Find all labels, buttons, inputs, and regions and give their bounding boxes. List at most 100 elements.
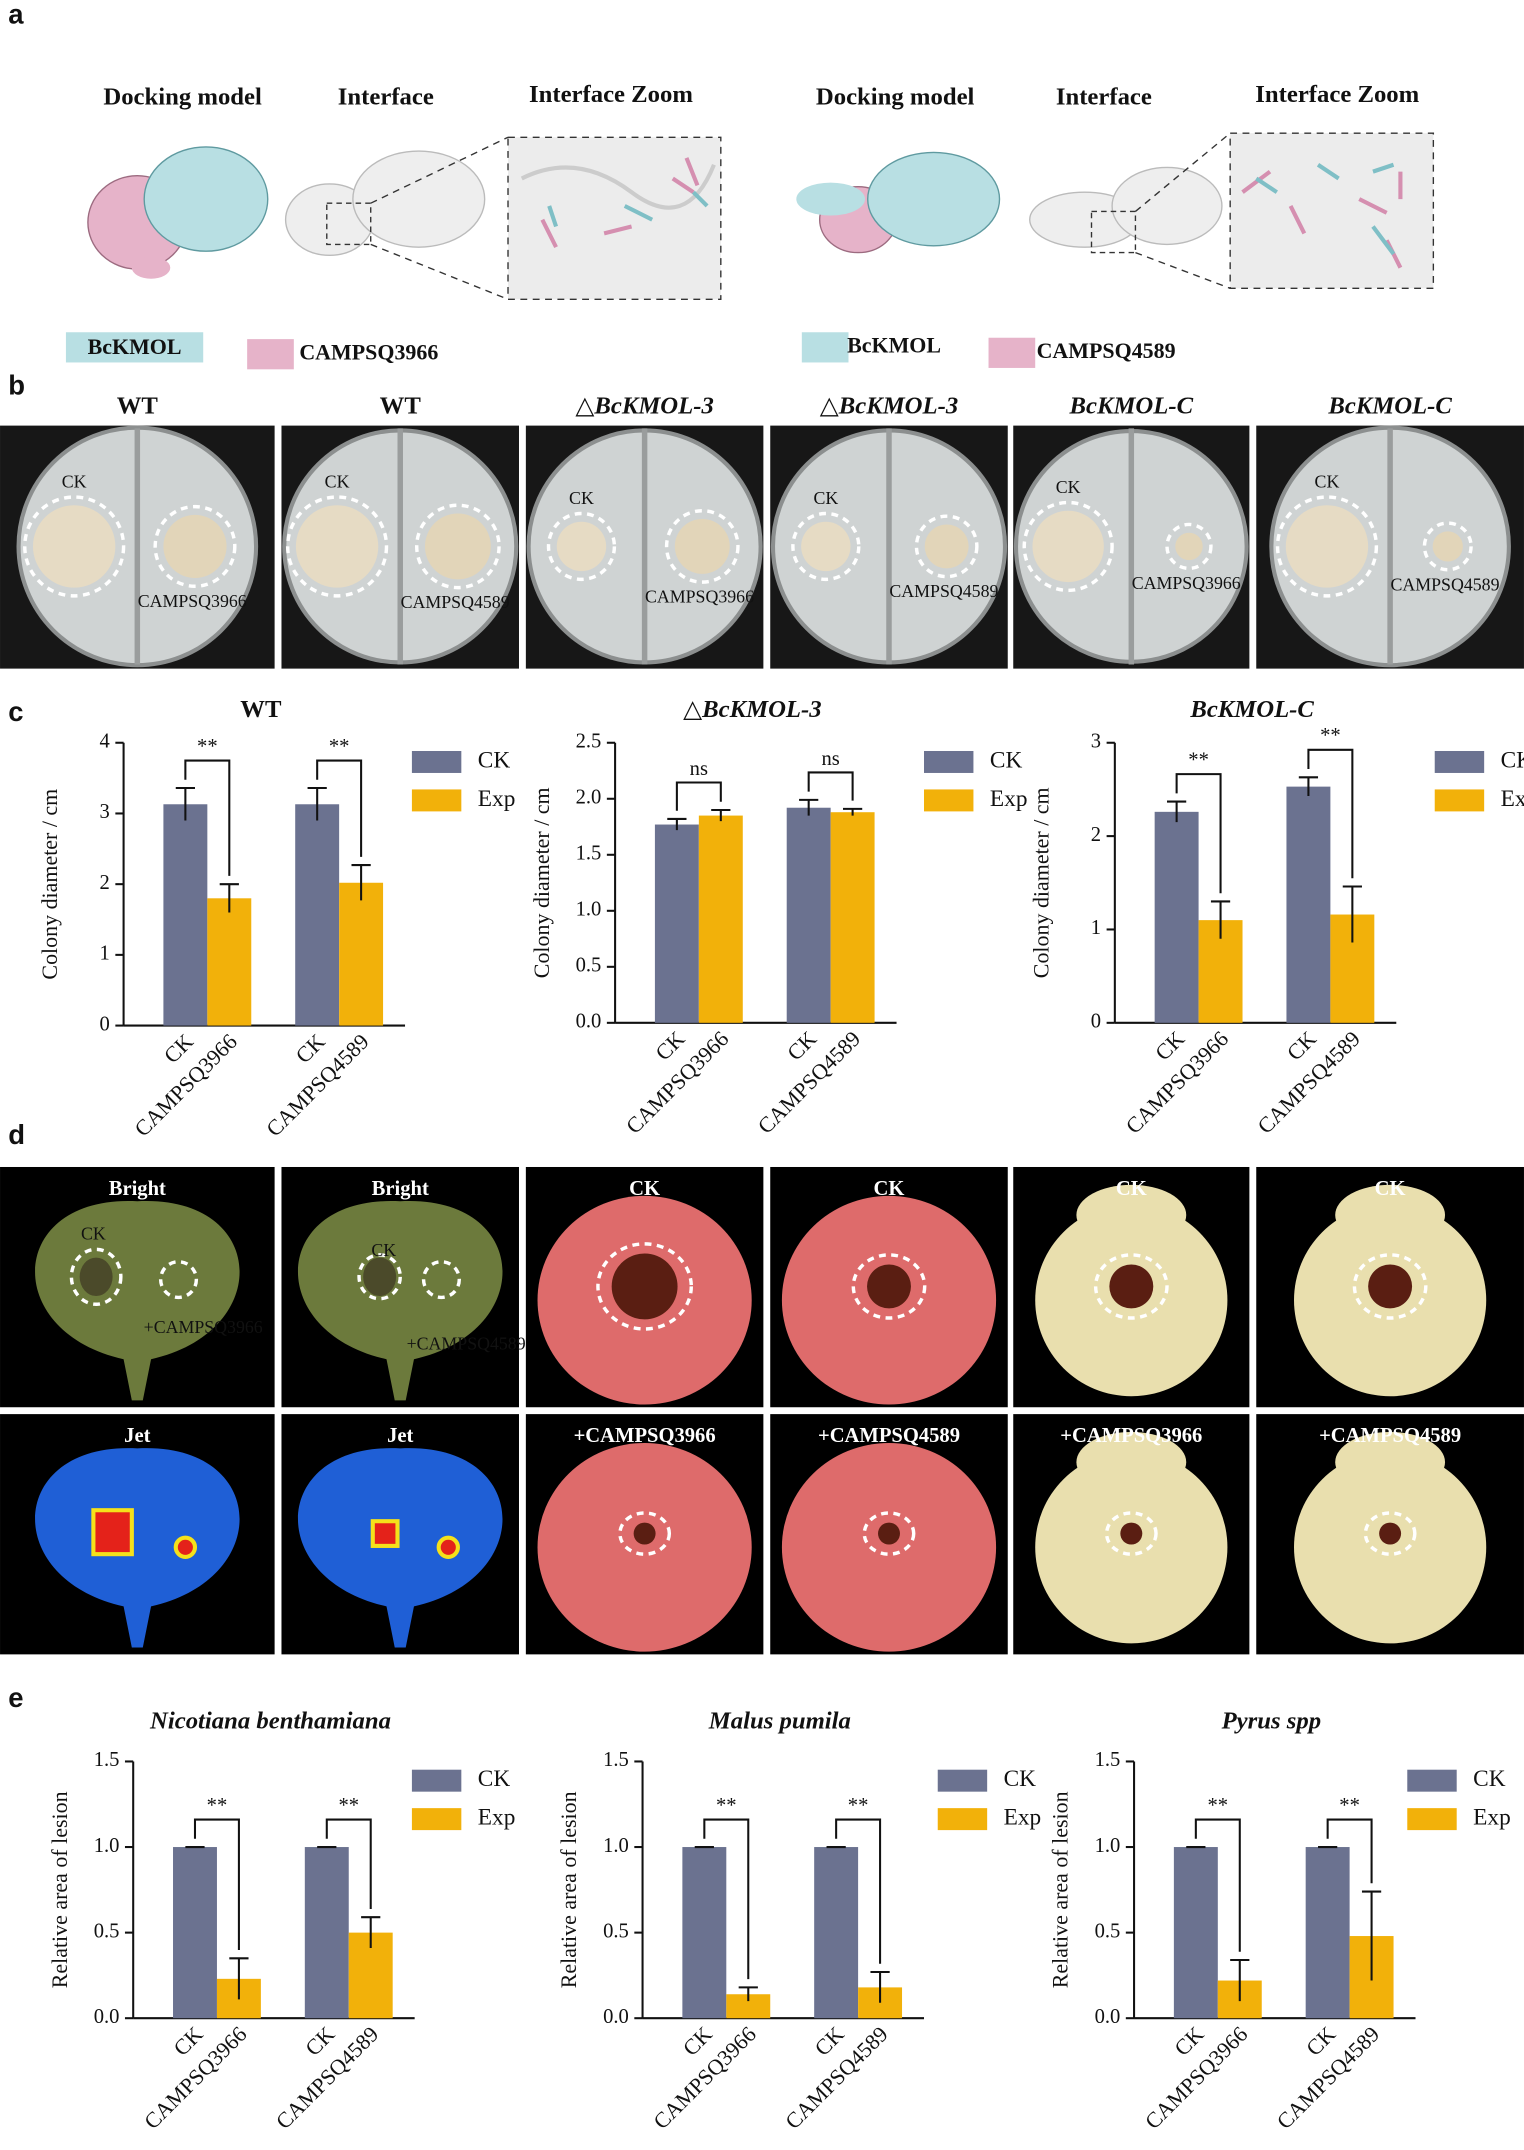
photo-title: +CAMPSQ4589 (818, 1425, 960, 1447)
photo-title: CK (874, 1178, 905, 1200)
error-bar (799, 798, 819, 816)
significance-label: ns (690, 758, 708, 780)
leaf-label: CK (81, 1224, 106, 1244)
plate-label: CAMPSQ4589 (1391, 574, 1500, 594)
interface-model (1029, 132, 1435, 290)
error-bar (1230, 1958, 1250, 2002)
bar (726, 1994, 771, 2019)
significance-bracket (703, 1818, 750, 1980)
error-bar (1167, 800, 1187, 823)
legend-swatch (1434, 750, 1485, 773)
lesion-outline (357, 1253, 402, 1301)
y-tick-label: 1.5 (94, 1749, 120, 1771)
plate-label: CK (569, 488, 594, 508)
legend-label: BcKMOL (88, 334, 182, 359)
y-tick-label: 3 (100, 801, 110, 823)
bar (814, 1847, 859, 2019)
lesion (370, 1519, 400, 1548)
significance-bracket (184, 759, 231, 876)
lesion-outline (1093, 1253, 1169, 1320)
leaf (297, 1201, 503, 1401)
plate-label: CK (813, 488, 838, 508)
apple (781, 1442, 997, 1652)
legend-swatch (65, 332, 204, 363)
lesion (1379, 1522, 1402, 1545)
bar (1286, 786, 1331, 1023)
colony-outline (914, 514, 979, 579)
photo-title: CK (1116, 1178, 1147, 1200)
y-tick-label: 0.0 (94, 2006, 120, 2028)
legend-swatch (411, 1769, 462, 1792)
colony-outline (414, 503, 501, 590)
header: Interface Zoom (1255, 81, 1419, 108)
pear-top (1076, 1184, 1187, 1246)
error-bar (1298, 776, 1319, 796)
colony-outline (791, 511, 861, 582)
header: Interface (338, 84, 434, 111)
legend-label: CK (478, 1766, 511, 1792)
significance-label: ** (1208, 1795, 1229, 1817)
significance-label: ** (848, 1795, 869, 1817)
error-bar (667, 817, 687, 831)
colony-outline (285, 495, 389, 598)
colony (674, 518, 730, 574)
significance-bracket (807, 771, 854, 801)
lesion (611, 1253, 678, 1320)
docking-model (87, 146, 269, 279)
colony (556, 521, 607, 572)
legend-swatch (247, 339, 294, 370)
legend-label: CAMPSQ3966 (299, 339, 438, 364)
significance-label: ** (197, 736, 218, 758)
legend-swatch (924, 750, 974, 773)
colony (424, 513, 491, 580)
legend-label: Exp (478, 1804, 516, 1830)
significance-label: ** (1339, 1795, 1360, 1817)
significance-bracket (1326, 1818, 1373, 1884)
significance-label: ** (716, 1795, 737, 1817)
legend-swatch (801, 332, 849, 363)
header: Interface (1056, 84, 1152, 111)
legend-label: CAMPSQ4589 (1037, 338, 1176, 363)
colony (1175, 532, 1203, 561)
legend-swatch (1434, 789, 1485, 812)
legend-swatch (411, 1808, 462, 1831)
y-tick-label: 0.0 (1095, 2006, 1121, 2028)
lesion-outline (596, 1242, 694, 1331)
bar (339, 882, 384, 1026)
legend-label: CK (1501, 747, 1524, 773)
plate-label: CK (325, 471, 350, 491)
y-axis-label: Relative area of lesion (47, 1791, 72, 1988)
lesion-outline (1104, 1511, 1158, 1556)
bar (295, 804, 340, 1026)
colony (163, 514, 227, 579)
colony-outline (1022, 500, 1114, 593)
photo-title: CK (1375, 1178, 1406, 1200)
lesion (79, 1257, 113, 1297)
bar (682, 1847, 727, 2019)
bar (163, 804, 208, 1026)
pear-top (1076, 1431, 1187, 1493)
legend-swatch (411, 750, 462, 773)
legend-swatch (411, 789, 462, 812)
colony-outline (546, 511, 617, 582)
panel-label: e (8, 1682, 23, 1713)
y-tick-label: 0.5 (94, 1920, 120, 1942)
legend-label: BcKMOL (847, 332, 941, 357)
pear (1035, 1451, 1228, 1644)
y-tick-label: 0.5 (1095, 1920, 1121, 1942)
photo-title: +CAMPSQ4589 (1319, 1425, 1461, 1447)
plate-label: CK (62, 471, 87, 491)
colony (1032, 510, 1104, 583)
plate-label: CAMPSQ3966 (1132, 573, 1241, 593)
photo-title: Jet (387, 1425, 413, 1447)
legend-swatch (937, 1769, 988, 1792)
error-bar (870, 1970, 890, 2003)
header: Interface Zoom (529, 81, 693, 108)
chart-title: WT (240, 696, 282, 723)
plate-label: CK (1315, 471, 1340, 491)
significance-bracket (1194, 1818, 1241, 1952)
plate-title: WT (380, 392, 422, 419)
significance-bracket (193, 1818, 240, 1951)
significance-bracket (316, 759, 363, 857)
y-tick-label: 1.0 (576, 899, 602, 921)
